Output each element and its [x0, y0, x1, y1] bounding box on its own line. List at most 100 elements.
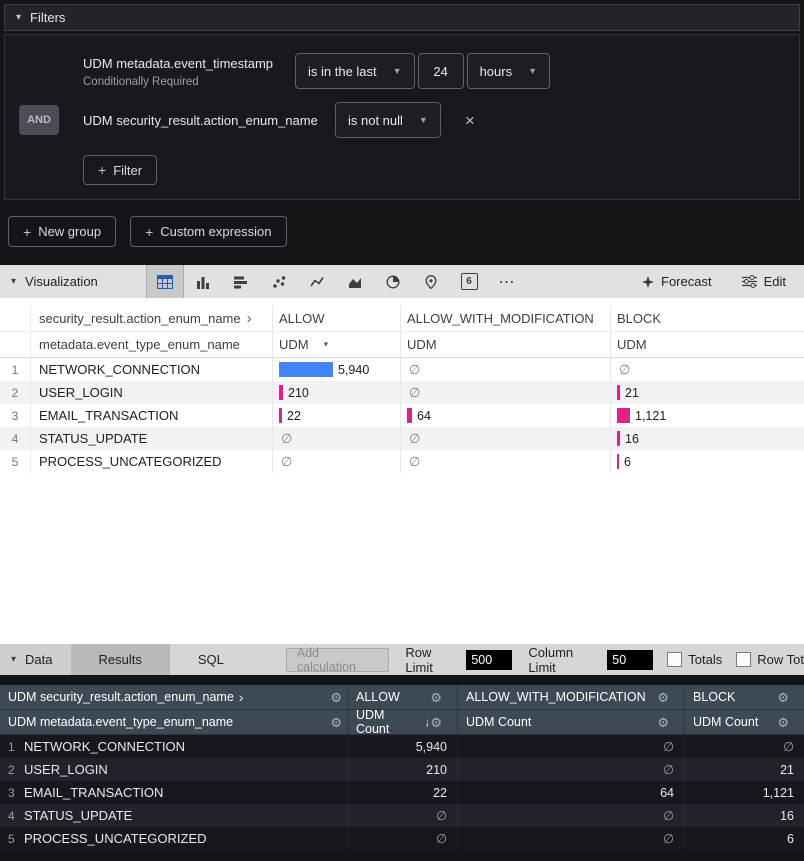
plus-icon: +	[98, 162, 107, 178]
value-cell-awm[interactable]: ∅	[400, 450, 610, 473]
value-cell-block[interactable]: 1,121	[610, 404, 804, 427]
measure-header-allow[interactable]: UDM ▾	[272, 332, 400, 357]
event-type-cell[interactable]: EMAIL_TRANSACTION	[30, 404, 272, 427]
row-number: 2	[8, 762, 15, 777]
value-cell-allow[interactable]: 22	[347, 781, 457, 804]
column-chart-icon[interactable]	[184, 265, 222, 298]
and-conjunction-badge[interactable]: AND	[19, 105, 59, 135]
value-cell-allow[interactable]: 210	[272, 381, 400, 404]
area-chart-icon[interactable]	[336, 265, 374, 298]
results-pivot-header-allow[interactable]: ALLOW ⚙	[347, 685, 457, 709]
edit-vis-button[interactable]: Edit	[741, 274, 786, 289]
value-cell-awm[interactable]: ∅	[400, 358, 610, 381]
add-filter-button[interactable]: + Filter	[83, 155, 158, 185]
remove-filter-icon[interactable]: ×	[464, 110, 475, 130]
value-cell-block[interactable]: 6	[684, 827, 804, 850]
gear-icon[interactable]: ⚙	[430, 689, 442, 705]
results-pivot-field-header[interactable]: UDM security_result.action_enum_name › ⚙	[8, 689, 342, 705]
value-cell-allow[interactable]: ∅	[347, 804, 457, 827]
value-cell-block[interactable]: 6	[610, 450, 804, 473]
gear-icon[interactable]: ⚙	[330, 714, 342, 730]
event-type-cell[interactable]: USER_LOGIN	[30, 381, 272, 404]
filter-unit-value: hours	[479, 63, 513, 79]
measure-header-block[interactable]: UDM	[610, 332, 804, 357]
measure-header-awm[interactable]: UDM	[400, 332, 610, 357]
value-cell-awm[interactable]: ∅	[457, 827, 684, 850]
value-cell-block[interactable]: 21	[684, 758, 804, 781]
filters-section-header[interactable]: ▾ Filters	[4, 4, 800, 31]
column-limit-input[interactable]	[607, 649, 654, 670]
gear-icon[interactable]: ⚙	[430, 714, 442, 730]
event-type-cell[interactable]: PROCESS_UNCATEGORIZED	[24, 831, 207, 846]
row-limit-label: Row Limit	[405, 644, 433, 675]
pivot-value-header-awm[interactable]: ALLOW_WITH_MODIFICATION	[400, 306, 610, 331]
map-chart-icon[interactable]	[412, 265, 450, 298]
value-cell-awm[interactable]: ∅	[457, 735, 684, 758]
results-measure-header-block[interactable]: UDM Count ⚙	[684, 710, 804, 734]
results-measure-header-allow[interactable]: UDM Count ↓ ⚙	[347, 708, 457, 736]
table-chart-icon[interactable]	[146, 265, 184, 298]
gear-icon[interactable]: ⚙	[657, 689, 669, 705]
pie-chart-icon[interactable]	[374, 265, 412, 298]
event-type-cell[interactable]: USER_LOGIN	[24, 762, 108, 777]
row-field-header[interactable]: metadata.event_type_enum_name	[30, 332, 272, 357]
gear-icon[interactable]: ⚙	[657, 714, 669, 730]
pivot-value-header-block[interactable]: BLOCK	[610, 306, 804, 331]
value-cell-awm[interactable]: ∅	[400, 381, 610, 404]
value-cell-awm[interactable]: ∅	[400, 427, 610, 450]
event-type-cell[interactable]: PROCESS_UNCATEGORIZED	[30, 450, 272, 473]
value-cell-block[interactable]: 16	[610, 427, 804, 450]
custom-expression-button[interactable]: + Custom expression	[130, 216, 287, 247]
value-cell-allow[interactable]: 210	[347, 758, 457, 781]
value-cell-awm[interactable]: 64	[400, 404, 610, 427]
gear-icon[interactable]: ⚙	[777, 714, 789, 730]
event-type-cell[interactable]: STATUS_UPDATE	[24, 808, 133, 823]
tab-sql[interactable]: SQL	[197, 652, 224, 667]
pivot-field-header[interactable]: security_result.action_enum_name ›	[30, 306, 272, 331]
forecast-button[interactable]: Forecast	[642, 274, 712, 289]
row-limit-input[interactable]	[466, 649, 513, 670]
value-cell-allow[interactable]: ∅	[272, 427, 400, 450]
filter-unit-select[interactable]: hours ▼	[466, 53, 551, 89]
value-cell-block[interactable]: 16	[684, 804, 804, 827]
value-cell-block[interactable]: 1,121	[684, 781, 804, 804]
gear-icon[interactable]: ⚙	[777, 689, 789, 705]
value-cell-awm[interactable]: ∅	[457, 758, 684, 781]
results-pivot-header-block[interactable]: BLOCK ⚙	[684, 685, 804, 709]
value-cell-block[interactable]: ∅	[610, 358, 804, 381]
row-totals-checkbox[interactable]	[736, 652, 752, 667]
add-calculation-button[interactable]: Add calculation	[285, 646, 390, 674]
event-type-cell[interactable]: STATUS_UPDATE	[30, 427, 272, 450]
results-measure-header-awm[interactable]: UDM Count ⚙	[457, 710, 684, 734]
visualization-section-header[interactable]: ▾ Visualization	[0, 274, 146, 289]
filter-value-input[interactable]: 24	[417, 53, 464, 89]
value-cell-awm[interactable]: ∅	[457, 804, 684, 827]
totals-checkbox[interactable]	[667, 652, 683, 667]
bar-chart-icon[interactable]	[222, 265, 260, 298]
line-chart-icon[interactable]	[298, 265, 336, 298]
new-group-button[interactable]: + New group	[8, 216, 117, 247]
value-cell-allow[interactable]: 5,940	[272, 358, 400, 381]
results-pivot-header-awm[interactable]: ALLOW_WITH_MODIFICATION ⚙	[457, 685, 684, 709]
value-cell-allow[interactable]: ∅	[272, 450, 400, 473]
tab-results[interactable]: Results	[70, 644, 170, 675]
event-type-cell[interactable]: EMAIL_TRANSACTION	[24, 785, 164, 800]
value-cell-allow[interactable]: 5,940	[347, 735, 457, 758]
event-type-cell[interactable]: NETWORK_CONNECTION	[24, 739, 186, 754]
value-cell-allow[interactable]: 22	[272, 404, 400, 427]
value-cell-awm[interactable]: 64	[457, 781, 684, 804]
filter-operator-select[interactable]: is not null ▼	[335, 102, 441, 138]
pivot-value-header-allow[interactable]: ALLOW	[272, 306, 400, 331]
value-cell-block[interactable]: ∅	[684, 735, 804, 758]
scatter-chart-icon[interactable]	[260, 265, 298, 298]
event-type-cell[interactable]: NETWORK_CONNECTION	[30, 358, 272, 381]
data-section-header[interactable]: ▾ Data	[0, 644, 71, 675]
single-value-icon[interactable]: 6	[450, 265, 488, 298]
value-cell-allow[interactable]: ∅	[347, 827, 457, 850]
filter-operator-select[interactable]: is in the last ▼	[295, 53, 415, 89]
value-cell-block[interactable]: 21	[610, 381, 804, 404]
gear-icon[interactable]: ⚙	[330, 689, 342, 705]
more-vis-options-icon[interactable]: ⋯	[488, 265, 526, 298]
table-row: 2 USER_LOGIN 210 ∅ 21	[0, 758, 804, 781]
results-row-field-header[interactable]: UDM metadata.event_type_enum_name ⚙	[8, 714, 342, 730]
